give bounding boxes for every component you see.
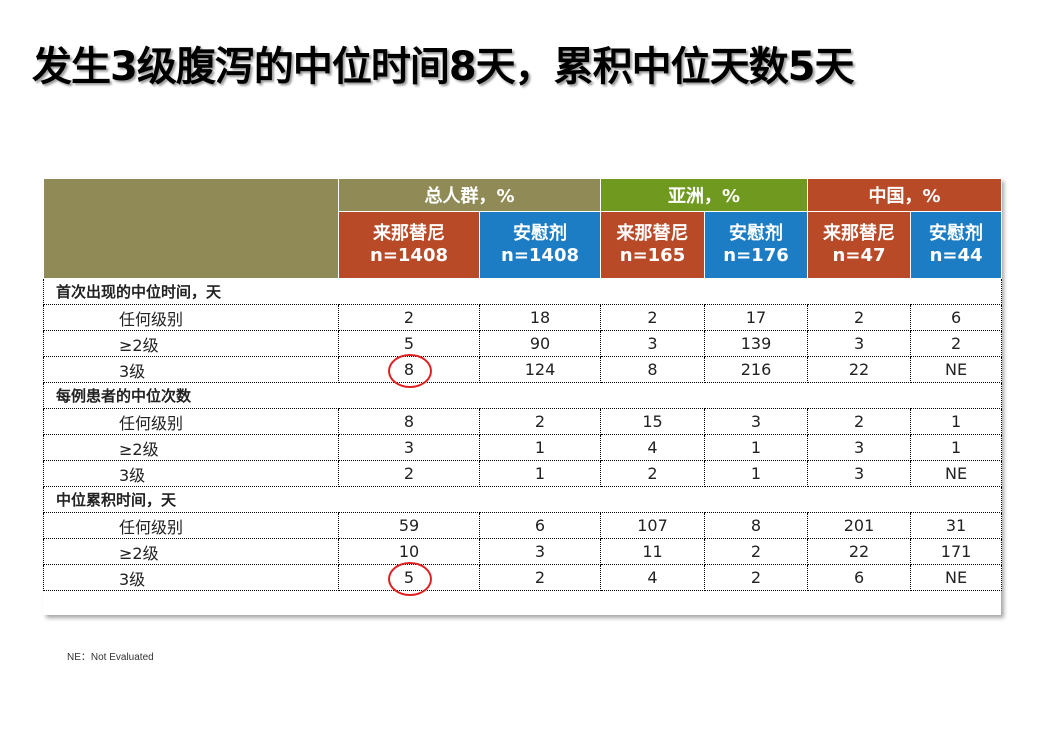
table-cell: 3 bbox=[600, 330, 706, 357]
header-corner bbox=[43, 178, 339, 279]
table-cell: 1 bbox=[704, 460, 809, 487]
table-cell: 17 bbox=[704, 304, 809, 331]
column-header-asia-neratinib: 来那替尼 n=165 bbox=[600, 211, 706, 279]
row-label: 任何级别 bbox=[43, 512, 339, 539]
table-row: 任何级别 59 6 107 8 201 31 bbox=[43, 512, 1003, 539]
table-row: ≥2级 3 1 4 1 3 1 bbox=[43, 434, 1003, 461]
column-header-china-placebo: 安慰剂 n=44 bbox=[910, 211, 1003, 279]
table-cell: 8 bbox=[338, 408, 480, 435]
table-cell: 2 bbox=[910, 330, 1003, 357]
table-cell: 3 bbox=[478, 538, 602, 565]
table-row: 3级 2 1 2 1 3 NE bbox=[43, 460, 1003, 487]
row-label: 3级 bbox=[43, 356, 339, 383]
table-cell: 4 bbox=[600, 564, 706, 591]
diarrhea-data-table: 总人群，% 亚洲，% 中国，% 来那替尼 n=1408 安慰剂 n=1408 来那替… bbox=[42, 178, 1003, 615]
slide-title: 发生3级腹泻的中位时间8天，累积中位天数5天 bbox=[32, 44, 855, 90]
column-header-china-neratinib: 来那替尼 n=47 bbox=[807, 211, 912, 279]
table-cell: 1 bbox=[478, 434, 602, 461]
red-circle-highlight: 8 bbox=[387, 353, 433, 388]
red-circle-highlight: 5 bbox=[387, 561, 433, 596]
section-row: 首次出现的中位时间，天 bbox=[42, 278, 1003, 305]
table-cell: 1 bbox=[910, 408, 1003, 435]
table-cell: 8 bbox=[600, 356, 706, 383]
table-cell: 2 bbox=[478, 564, 602, 591]
group-header-china: 中国，% bbox=[807, 178, 1003, 212]
table-cell: 139 bbox=[704, 330, 809, 357]
table-cell: NE bbox=[910, 356, 1003, 383]
table-cell: 5 bbox=[338, 330, 480, 357]
table-cell-highlighted: 8 bbox=[338, 353, 480, 388]
table-cell: 1 bbox=[704, 434, 809, 461]
table-cell: 6 bbox=[910, 304, 1003, 331]
table-row: 3级 8 124 8 216 22 NE bbox=[43, 353, 1003, 388]
table-cell: 22 bbox=[807, 356, 912, 383]
table-cell: 124 bbox=[478, 356, 602, 383]
table-cell: 15 bbox=[600, 408, 706, 435]
table-cell: 1 bbox=[910, 434, 1003, 461]
footnote: NE：Not Evaluated bbox=[67, 652, 154, 663]
table-cell: 2 bbox=[807, 408, 912, 435]
table-cell: 6 bbox=[807, 564, 912, 591]
table-cell: 11 bbox=[600, 538, 706, 565]
row-label: ≥2级 bbox=[43, 434, 339, 461]
table-cell-highlighted: 5 bbox=[338, 561, 480, 596]
row-label: 3级 bbox=[43, 564, 339, 591]
table-cell: 2 bbox=[704, 564, 809, 591]
table-cell: 2 bbox=[704, 538, 809, 565]
table-cell: 107 bbox=[600, 512, 706, 539]
table-row: 任何级别 8 2 15 3 2 1 bbox=[43, 408, 1003, 435]
table-cell: 1 bbox=[478, 460, 602, 487]
table-cell: 2 bbox=[807, 304, 912, 331]
table-cell: 8 bbox=[704, 512, 809, 539]
table-cell: 31 bbox=[910, 512, 1003, 539]
table-row: ≥2级 5 90 3 139 3 2 bbox=[43, 330, 1003, 357]
section-row: 每例患者的中位次数 bbox=[42, 382, 1003, 409]
table-cell: 3 bbox=[807, 330, 912, 357]
table-cell: 4 bbox=[600, 434, 706, 461]
group-header-overall: 总人群，% bbox=[337, 178, 602, 212]
section-title-episodes-per-patient: 每例患者的中位次数 bbox=[42, 382, 1003, 409]
row-label: 任何级别 bbox=[43, 304, 339, 331]
table-cell: 171 bbox=[910, 538, 1003, 565]
table-cell: 3 bbox=[807, 434, 912, 461]
table-cell: 3 bbox=[807, 460, 912, 487]
table-cell: 216 bbox=[704, 356, 809, 383]
table-cell: 90 bbox=[478, 330, 602, 357]
table-cell: 2 bbox=[600, 304, 706, 331]
table-cell: 10 bbox=[338, 538, 480, 565]
table-cell: 3 bbox=[338, 434, 480, 461]
table-cell: 2 bbox=[478, 408, 602, 435]
table-cell: 2 bbox=[338, 460, 480, 487]
section-title-cumulative-duration: 中位累积时间，天 bbox=[42, 486, 1003, 513]
table-cell: NE bbox=[910, 460, 1003, 487]
section-title-first-onset: 首次出现的中位时间，天 bbox=[42, 278, 1003, 305]
row-label: ≥2级 bbox=[43, 538, 339, 565]
table-cell: 3 bbox=[704, 408, 809, 435]
column-header-asia-placebo: 安慰剂 n=176 bbox=[704, 211, 809, 279]
group-header-asia: 亚洲，% bbox=[600, 178, 809, 212]
table-cell: 6 bbox=[478, 512, 602, 539]
table-cell: 2 bbox=[338, 304, 480, 331]
table-row: 3级 5 2 4 2 6 NE bbox=[43, 561, 1003, 596]
table-cell: NE bbox=[910, 564, 1003, 591]
row-label: 3级 bbox=[43, 460, 339, 487]
table-cell: 22 bbox=[807, 538, 912, 565]
section-row: 中位累积时间，天 bbox=[42, 486, 1003, 513]
table-cell: 2 bbox=[600, 460, 706, 487]
row-label: ≥2级 bbox=[43, 330, 339, 357]
table-cell: 59 bbox=[338, 512, 480, 539]
column-header-overall-placebo: 安慰剂 n=1408 bbox=[478, 211, 602, 279]
row-label: 任何级别 bbox=[43, 408, 339, 435]
table-row: 任何级别 2 18 2 17 2 6 bbox=[43, 304, 1003, 331]
column-header-overall-neratinib: 来那替尼 n=1408 bbox=[338, 211, 480, 279]
table-cell: 18 bbox=[478, 304, 602, 331]
table-cell: 201 bbox=[807, 512, 912, 539]
table-row: ≥2级 10 3 11 2 22 171 bbox=[43, 538, 1003, 565]
